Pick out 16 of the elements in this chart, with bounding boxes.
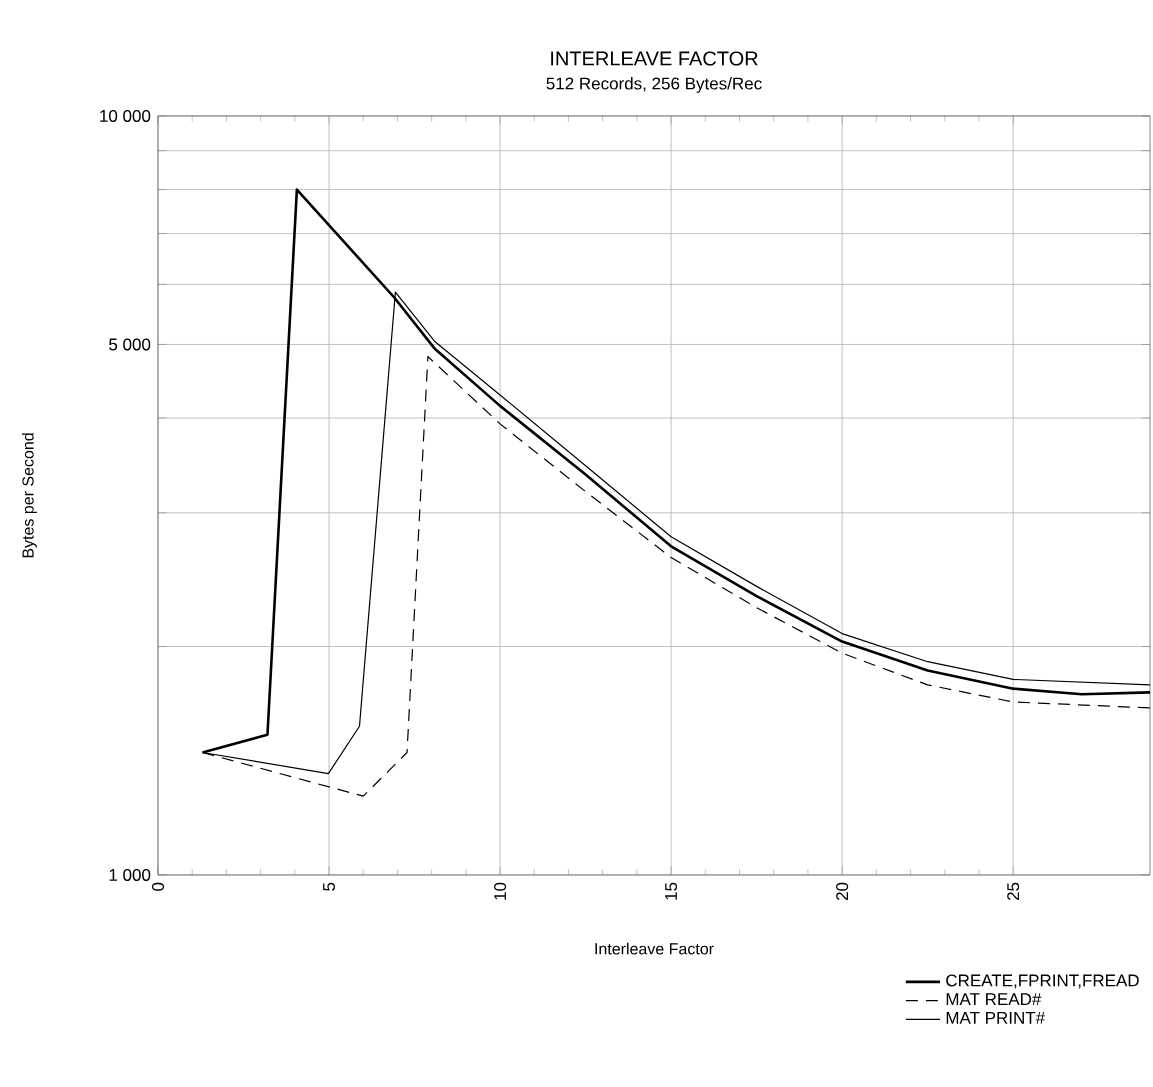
x-axis-title: Interleave Factor (595, 942, 714, 955)
chart-title: INTERLEAVE FACTOR (551, 51, 758, 66)
y-tick-label: 1 000 (109, 868, 151, 881)
legend-label: MAT PRINT# (946, 1012, 1046, 1024)
y-axis-title: Bytes per Second (21, 433, 37, 558)
x-tick-label: 10 (494, 882, 507, 900)
x-tick-label: 15 (665, 882, 678, 900)
x-tick-label: 25 (1007, 882, 1020, 901)
y-tick-label: 10 000 (100, 109, 151, 122)
x-tick-label: 5 (323, 882, 335, 891)
x-tick-label: 0 (152, 882, 165, 891)
legend-label: CREATE,FPRINT,FREAD (946, 974, 1139, 989)
x-tick-label: 20 (836, 882, 849, 901)
legend-label: MAT READ# (946, 993, 1042, 1005)
y-tick-label: 5 000 (109, 338, 151, 351)
chart-subtitle: 512 Records, 256 Bytes/Rec (546, 77, 762, 93)
